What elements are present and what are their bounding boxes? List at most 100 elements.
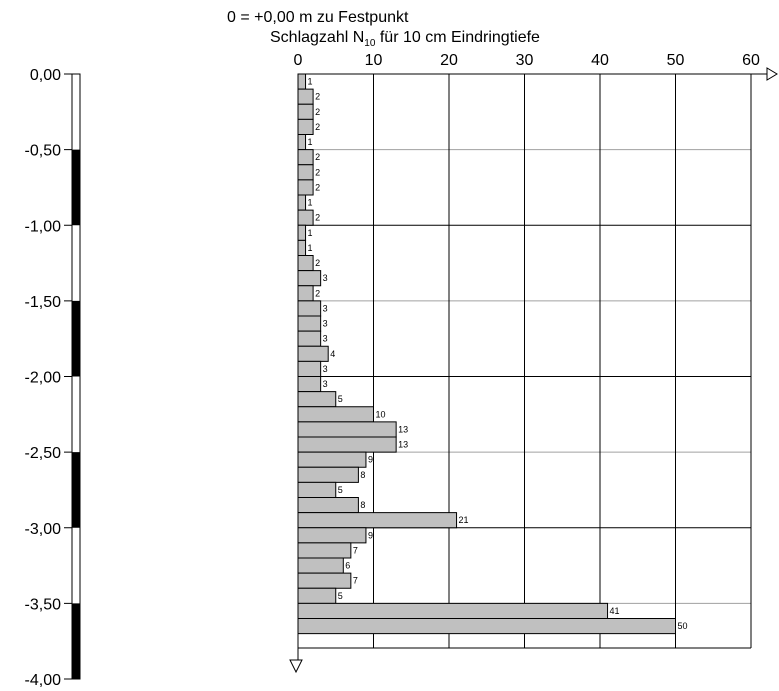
depth-axis: 0,00 -0,50 -1,00 -1,50 -2,00 -2,50 -3,00 -3,50 -… xyxy=(25,67,72,689)
bar-value-label: 4 xyxy=(330,349,335,359)
bar-value-label: 2 xyxy=(315,167,320,177)
bar-value-label: 5 xyxy=(338,591,343,601)
x-tick-label: 40 xyxy=(591,52,609,69)
bar xyxy=(297,134,307,151)
bar xyxy=(297,360,322,377)
bar-value-label: 10 xyxy=(376,409,386,419)
bar xyxy=(297,270,322,287)
bar xyxy=(297,557,344,574)
markers xyxy=(289,67,778,674)
bar-value-label: 13 xyxy=(398,440,408,450)
bar-value-label: 2 xyxy=(315,122,320,132)
bar-value-label: 9 xyxy=(368,530,373,540)
bar-value-label: 2 xyxy=(315,182,320,192)
bar-value-label: 1 xyxy=(308,228,313,238)
x-tick-label: 30 xyxy=(516,52,534,69)
bar xyxy=(297,73,307,90)
bar xyxy=(297,512,458,529)
top-arrow-icon xyxy=(766,67,778,81)
bar-value-label: 5 xyxy=(338,394,343,404)
plot-grid xyxy=(297,73,767,660)
depth-tick-label: -2,00 xyxy=(25,370,62,387)
bar-value-label: 9 xyxy=(368,455,373,465)
depth-strip xyxy=(71,73,81,680)
bar xyxy=(297,466,359,483)
bar-value-label: 2 xyxy=(315,258,320,268)
bar-value-label: 1 xyxy=(308,137,313,147)
depth-tick-label: -3,50 xyxy=(25,596,62,613)
bar xyxy=(297,572,352,589)
bar xyxy=(297,315,322,332)
depth-strip-segment xyxy=(72,452,80,528)
depth-tick-label: -2,50 xyxy=(25,445,62,462)
x-tick-label: 60 xyxy=(742,52,760,69)
bar xyxy=(297,118,314,135)
bar-value-label: 13 xyxy=(398,424,408,434)
bar xyxy=(297,421,397,438)
bar xyxy=(297,587,337,604)
depth-tick-label: -1,00 xyxy=(25,218,62,235)
chart-title-subscript: 10 xyxy=(364,38,376,49)
bar xyxy=(297,376,322,393)
bar xyxy=(297,255,314,272)
bar-value-label: 2 xyxy=(315,288,320,298)
bar-value-label: 3 xyxy=(323,273,328,283)
bar xyxy=(297,602,609,619)
x-tick-label: 20 xyxy=(440,52,458,69)
bar xyxy=(297,103,314,120)
x-tick-label: 0 xyxy=(294,52,303,69)
bar xyxy=(297,88,314,105)
bar xyxy=(297,406,374,423)
bar xyxy=(297,209,314,226)
bar xyxy=(297,300,322,317)
bar xyxy=(297,436,397,453)
bar-value-label: 7 xyxy=(353,576,358,586)
bar-value-label: 3 xyxy=(323,334,328,344)
depth-strip-segment xyxy=(72,603,80,679)
bar xyxy=(297,239,307,256)
depth-tick-label: -1,50 xyxy=(25,294,62,311)
bar-value-label: 1 xyxy=(308,243,313,253)
top-axis-ticks: 0 10 20 30 40 50 60 xyxy=(294,52,760,69)
bar-value-label: 2 xyxy=(315,213,320,223)
bar-value-label: 2 xyxy=(315,152,320,162)
x-tick-label: 50 xyxy=(667,52,685,69)
bar xyxy=(297,527,367,544)
bar-value-label: 8 xyxy=(360,470,365,480)
depth-tick-label: -3,00 xyxy=(25,521,62,538)
bar xyxy=(297,497,359,514)
depth-strip-segment xyxy=(72,300,80,377)
depth-strip-segment xyxy=(72,149,80,226)
bar-value-label: 2 xyxy=(315,107,320,117)
bars: 1222122212112323334335101313985821976754… xyxy=(297,73,688,635)
bar-value-label: 3 xyxy=(323,319,328,329)
bar xyxy=(297,481,337,498)
bar xyxy=(297,330,322,347)
bar-value-label: 3 xyxy=(323,364,328,374)
bar-value-label: 5 xyxy=(338,485,343,495)
bar-value-label: 1 xyxy=(308,198,313,208)
bar-value-label: 7 xyxy=(353,545,358,555)
depth-tick-label: 0,00 xyxy=(30,67,61,84)
bar xyxy=(297,179,314,196)
depth-tick-label: -0,50 xyxy=(25,143,62,160)
bar xyxy=(297,164,314,181)
chart-title: Schlagzahl N10 für 10 cm Eindringtiefe xyxy=(270,29,540,49)
reference-line: 0 = +0,00 m zu Festpunkt xyxy=(227,9,409,26)
bar xyxy=(297,149,314,166)
bar-value-label: 21 xyxy=(459,515,469,525)
bar xyxy=(297,618,676,635)
bar-value-label: 3 xyxy=(323,379,328,389)
bar xyxy=(297,391,337,408)
bar xyxy=(297,224,307,241)
bar-value-label: 41 xyxy=(610,606,620,616)
bar-value-label: 50 xyxy=(678,621,688,631)
bar xyxy=(297,194,307,211)
bottom-arrow-icon xyxy=(289,659,303,674)
bar xyxy=(297,542,352,559)
bar-value-label: 2 xyxy=(315,92,320,102)
x-tick-label: 10 xyxy=(365,52,383,69)
bar xyxy=(297,451,367,468)
bar xyxy=(297,345,329,362)
